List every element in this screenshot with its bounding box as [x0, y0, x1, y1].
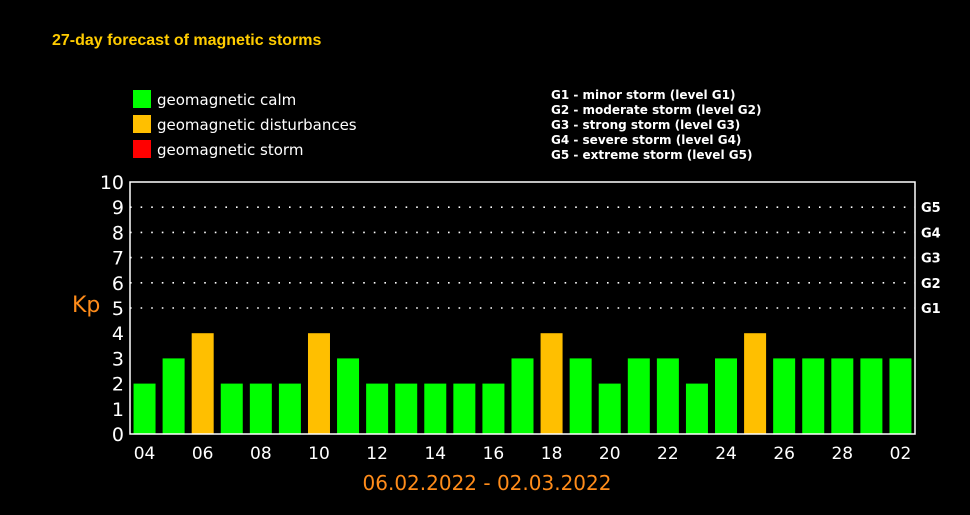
y-tick-label: 6	[112, 273, 124, 295]
bar-19	[569, 358, 592, 434]
storm-level-legend-item: G5 - extreme storm (level G5)	[551, 148, 752, 162]
y-tick-label: 1	[112, 399, 124, 421]
x-tick-label: 02	[890, 444, 912, 464]
storm-level-g1: G1	[921, 302, 941, 317]
x-tick-label: 08	[250, 444, 272, 464]
y-tick-label: 8	[112, 222, 124, 244]
x-tick-label: 24	[715, 444, 737, 464]
legend-swatch-disturbances	[133, 115, 151, 133]
x-tick-label: 28	[831, 444, 853, 464]
x-tick-label: 20	[599, 444, 621, 464]
storm-level-legend-item: G2 - moderate storm (level G2)	[551, 103, 761, 117]
y-tick-label: 10	[100, 172, 124, 194]
bar-17	[511, 358, 534, 434]
bar-01	[860, 358, 883, 434]
bar-07	[220, 383, 243, 434]
y-tick-label: 9	[112, 197, 124, 219]
y-tick-label: 5	[112, 298, 124, 320]
bar-26	[773, 358, 796, 434]
y-axis-ticks: 0 1 2 3 4 5 6 7 8 9 10	[100, 172, 124, 446]
bar-14	[424, 383, 447, 434]
bar-02	[889, 358, 912, 434]
storm-level-g2: G2	[921, 277, 941, 292]
storm-level-legend-item: G3 - strong storm (level G3)	[551, 118, 740, 132]
bar-09	[278, 383, 301, 434]
bar-06	[191, 333, 214, 434]
x-tick-label: 12	[366, 444, 388, 464]
storm-levels-legend: G1 - minor storm (level G1)G2 - moderate…	[551, 88, 761, 162]
x-tick-label: 04	[134, 444, 156, 464]
x-tick-label: 22	[657, 444, 679, 464]
bar-21	[627, 358, 650, 434]
legend-swatch-calm	[133, 90, 151, 108]
storm-level-g3: G3	[921, 252, 941, 267]
bar-24	[715, 358, 738, 434]
y-tick-label: 4	[112, 323, 124, 345]
storm-level-g4: G4	[921, 226, 941, 241]
bar-05	[162, 358, 185, 434]
x-tick-label: 10	[308, 444, 330, 464]
x-tick-label: 26	[773, 444, 795, 464]
bar-18	[540, 333, 563, 434]
bar-11	[337, 358, 360, 434]
bar-23	[685, 383, 708, 434]
bar-08	[249, 383, 272, 434]
y-tick-label: 3	[112, 348, 124, 370]
storm-level-legend-item: G1 - minor storm (level G1)	[551, 88, 735, 102]
chart-title: 27-day forecast of magnetic storms	[52, 32, 322, 49]
bar-15	[453, 383, 476, 434]
bar-04	[133, 383, 156, 434]
bar-10	[307, 333, 330, 434]
storm-level-g5: G5	[921, 201, 941, 216]
bar-20	[598, 383, 621, 434]
y-tick-label: 7	[112, 248, 124, 270]
plot-frame	[129, 181, 916, 435]
x-tick-label: 06	[192, 444, 214, 464]
grid-lines	[130, 206, 915, 309]
x-tick-label: 16	[483, 444, 505, 464]
y-tick-label: 0	[112, 424, 124, 446]
bar-28	[831, 358, 854, 434]
legend-label: geomagnetic disturbances	[157, 116, 357, 134]
x-axis-ticks: 04 06 08 10 12 14 16 18 20 22 24 26 28 02	[134, 444, 912, 464]
x-tick-label: 14	[424, 444, 446, 464]
bar-13	[395, 383, 418, 434]
y-tick-label: 2	[112, 374, 124, 396]
bar-12	[366, 383, 389, 434]
storm-level-labels: G5 G4 G3 G2 G1	[921, 201, 941, 317]
bar-25	[744, 333, 767, 434]
y-axis-label: Kp	[72, 293, 100, 318]
legend-swatch-storm	[133, 140, 151, 158]
x-tick-label: 18	[541, 444, 563, 464]
legend-label: geomagnetic calm	[157, 91, 296, 109]
bar-22	[656, 358, 679, 434]
bar-16	[482, 383, 505, 434]
legend-label: geomagnetic storm	[157, 141, 303, 159]
status-legend: geomagnetic calm geomagnetic disturbances…	[133, 90, 357, 159]
date-range-label: 06.02.2022 - 02.03.2022	[363, 471, 612, 495]
bar-27	[802, 358, 825, 434]
bars	[133, 333, 912, 434]
storm-level-legend-item: G4 - severe storm (level G4)	[551, 133, 741, 147]
